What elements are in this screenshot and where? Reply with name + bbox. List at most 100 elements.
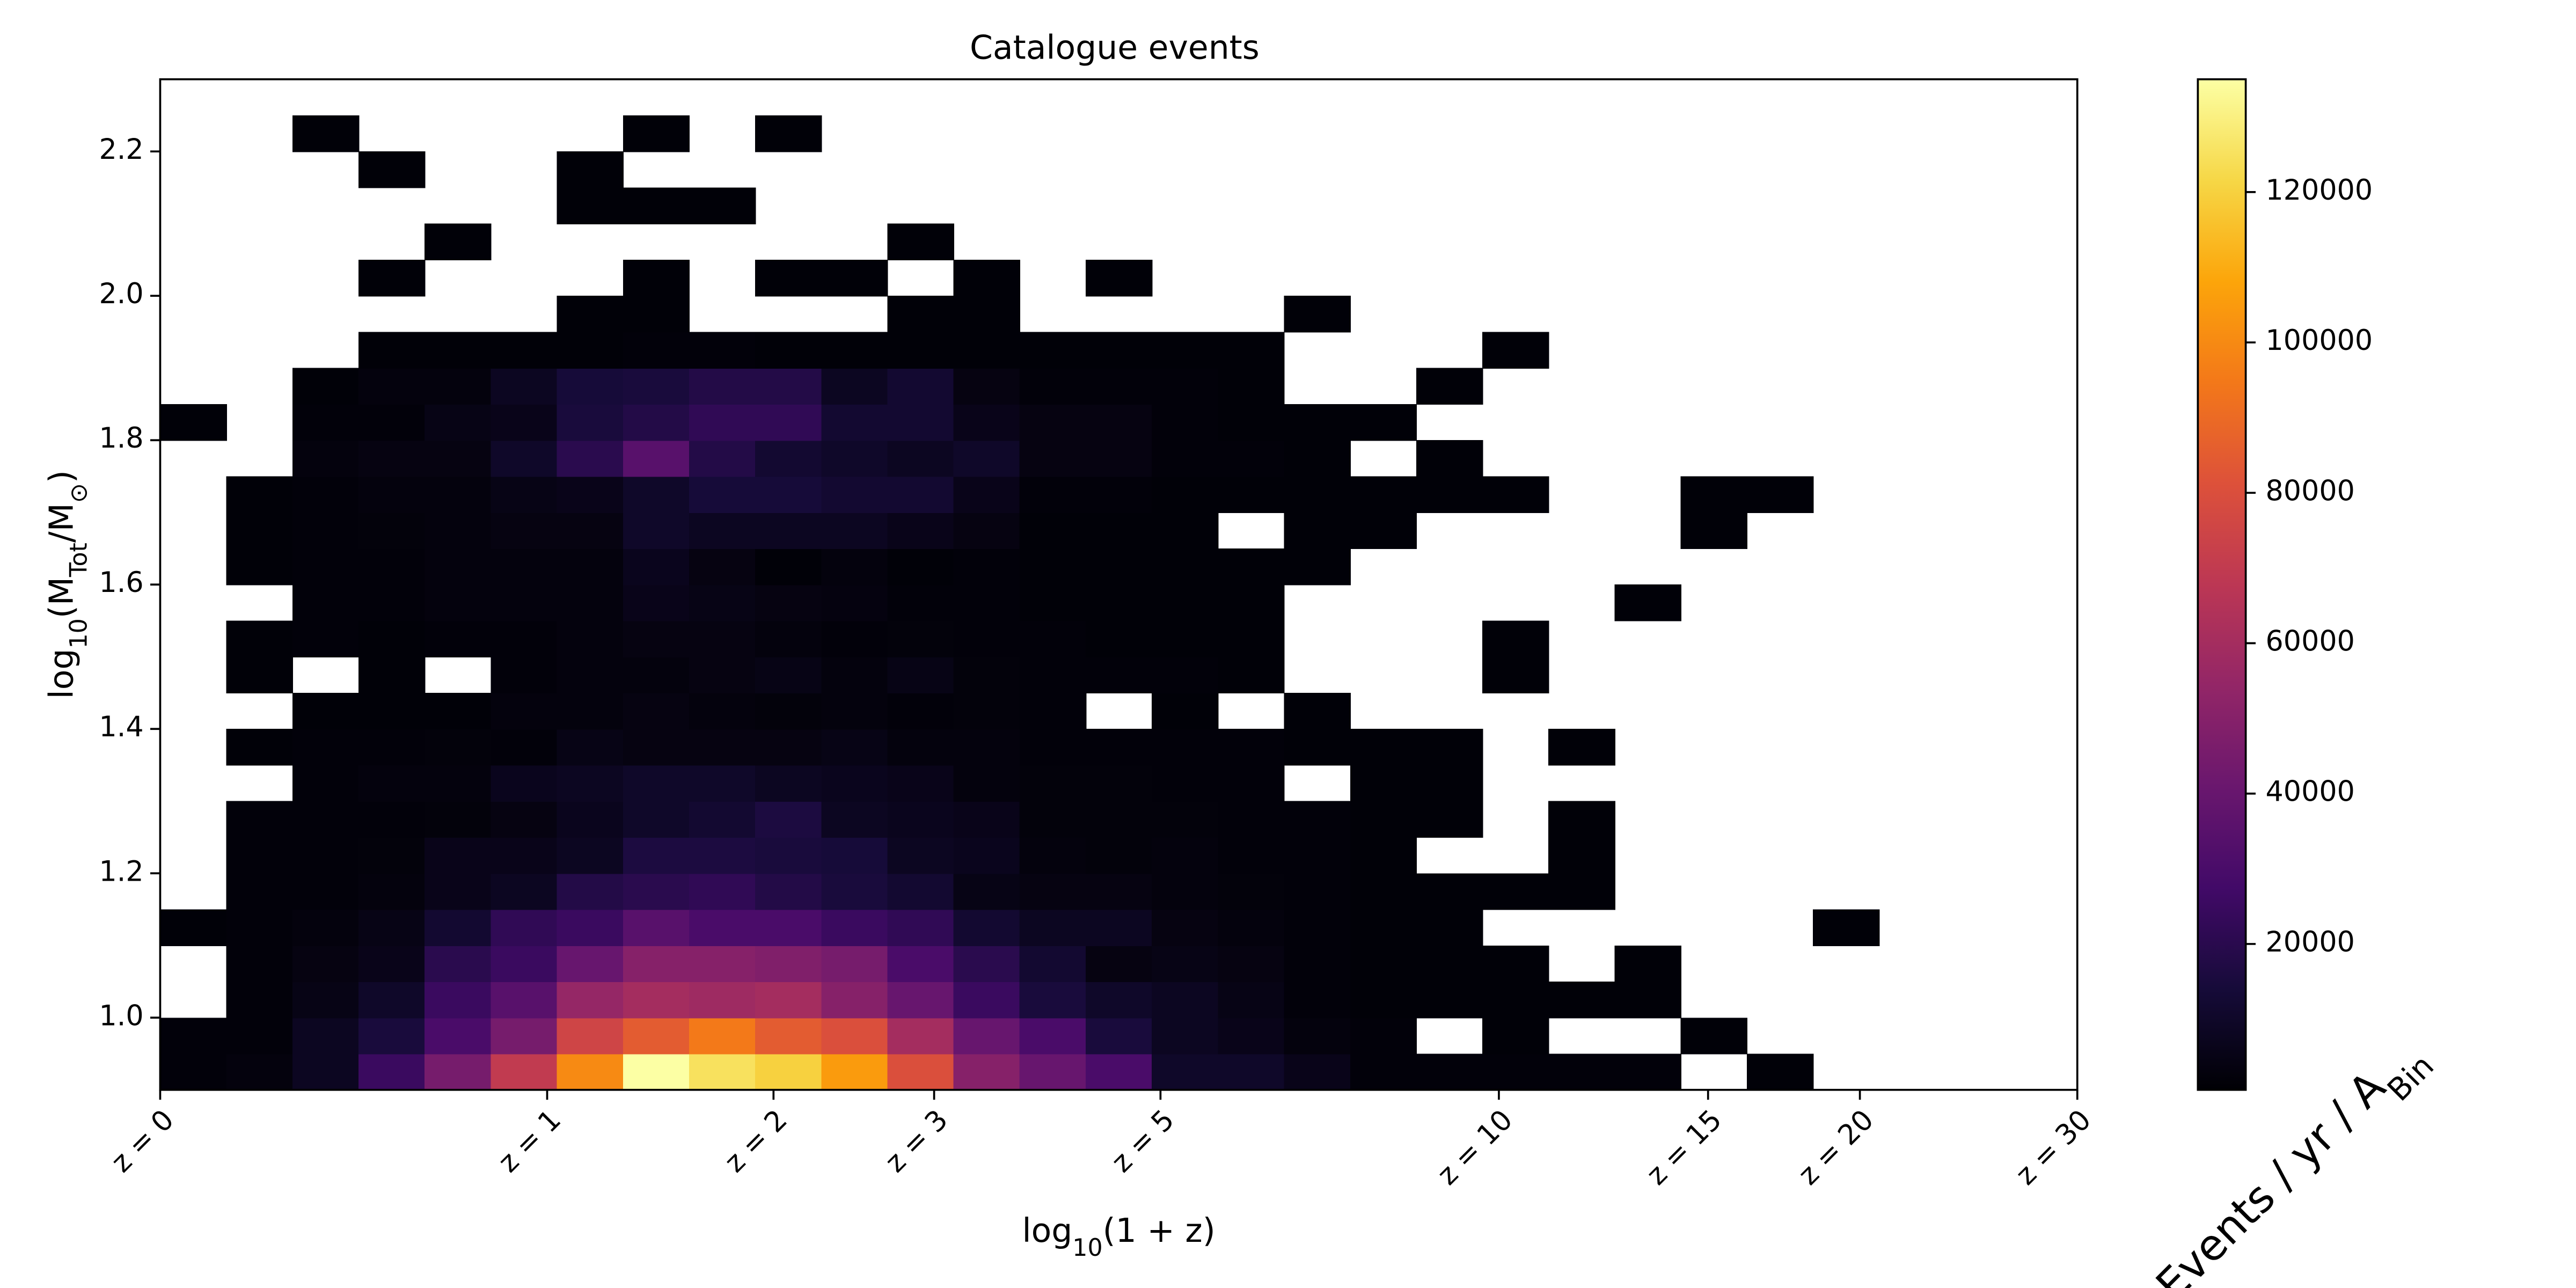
heatmap-cell: [226, 729, 294, 766]
heatmap-cell: [226, 837, 294, 874]
heatmap-cell: [623, 945, 690, 983]
heatmap-cell: [623, 476, 690, 513]
heatmap-cell: [491, 801, 558, 838]
heatmap-cell: [887, 1018, 954, 1055]
y-tick-label: 1.8: [99, 422, 144, 455]
heatmap-cell: [887, 332, 954, 369]
y-axis-label-part: 10: [65, 618, 92, 648]
heatmap-cell: [557, 945, 624, 983]
heatmap-cell: [358, 837, 426, 874]
heatmap-cell: [425, 692, 492, 730]
heatmap-cell: [491, 548, 558, 586]
heatmap-cell: [953, 296, 1020, 333]
heatmap-cell: [1152, 368, 1219, 405]
heatmap-cell: [821, 692, 888, 730]
heatmap-cell: [1482, 873, 1549, 910]
heatmap-cell: [425, 837, 492, 874]
heatmap-cell: [425, 223, 492, 261]
heatmap-cell: [491, 332, 558, 369]
heatmap-cell: [623, 1018, 690, 1055]
heatmap-cell: [1416, 801, 1483, 838]
heatmap-cell: [557, 1018, 624, 1055]
heatmap-cell: [1218, 1053, 1285, 1091]
heatmap-cell: [821, 584, 888, 621]
heatmap-cell: [1416, 1053, 1483, 1091]
heatmap-cell: [1019, 476, 1087, 513]
heatmap-cell: [358, 404, 426, 441]
heatmap-cell: [623, 656, 690, 694]
heatmap-cell: [358, 873, 426, 910]
heatmap-cell: [557, 151, 624, 188]
heatmap-cell: [1152, 584, 1219, 621]
heatmap-cell: [358, 368, 426, 405]
y-axis-label-part: /M: [42, 503, 80, 543]
heatmap-cell: [1746, 1053, 1814, 1091]
heatmap-cell: [689, 729, 756, 766]
heatmap-cell: [887, 548, 954, 586]
heatmap-cell: [1086, 909, 1153, 946]
heatmap-cell: [887, 801, 954, 838]
heatmap-cell: [557, 765, 624, 802]
heatmap-cell: [1218, 729, 1285, 766]
heatmap-cell: [689, 187, 756, 224]
heatmap-cell: [557, 801, 624, 838]
heatmap-cell: [1350, 729, 1417, 766]
heatmap-cell: [491, 765, 558, 802]
heatmap-cell: [755, 837, 822, 874]
heatmap-cell: [1152, 873, 1219, 910]
heatmap-cell: [292, 368, 360, 405]
heatmap-cell: [226, 620, 294, 657]
heatmap-cell: [689, 873, 756, 910]
heatmap-cell: [1218, 945, 1285, 983]
heatmap-cell: [1019, 368, 1087, 405]
heatmap-cell: [292, 909, 360, 946]
heatmap-cell: [1614, 982, 1681, 1019]
heatmap-cell: [1019, 404, 1087, 441]
y-axis-label-part: ⊙: [65, 483, 92, 503]
heatmap-cell: [821, 259, 888, 297]
heatmap-cell: [755, 440, 822, 477]
heatmap-cell: [1284, 729, 1351, 766]
heatmap-cell: [226, 656, 294, 694]
heatmap-cell: [491, 729, 558, 766]
heatmap-cell: [1482, 945, 1549, 983]
heatmap-cell: [358, 765, 426, 802]
y-axis-label-part: (M: [42, 577, 80, 618]
heatmap-cell: [821, 765, 888, 802]
heatmap-cell: [953, 729, 1020, 766]
heatmap-cell: [1086, 548, 1153, 586]
heatmap-cell: [1218, 873, 1285, 910]
heatmap-cell: [491, 692, 558, 730]
heatmap-cell: [1086, 1053, 1153, 1091]
heatmap-cell: [821, 982, 888, 1019]
x-axis-label-part: 10: [1072, 1234, 1102, 1261]
heatmap-cell: [1086, 801, 1153, 838]
heatmap-cell: [1284, 1053, 1351, 1091]
heatmap-cell: [491, 982, 558, 1019]
heatmap-cell: [491, 512, 558, 550]
heatmap-cell: [821, 945, 888, 983]
heatmap-cell: [292, 476, 360, 513]
heatmap-cell: [1548, 1053, 1615, 1091]
heatmap-cell: [953, 692, 1020, 730]
heatmap-cell: [755, 620, 822, 657]
chart-title: Catalogue events: [970, 28, 1260, 67]
heatmap-cell: [1350, 909, 1417, 946]
heatmap-cell: [557, 476, 624, 513]
heatmap-cell: [1152, 692, 1219, 730]
colorbar-tick-label: 120000: [2266, 174, 2373, 207]
heatmap-cell: [1086, 368, 1153, 405]
heatmap-cell: [491, 945, 558, 983]
heatmap-cell: [1152, 909, 1219, 946]
heatmap-cell: [887, 440, 954, 477]
heatmap-cell: [887, 584, 954, 621]
heatmap-cell: [821, 801, 888, 838]
y-axis-label-part: log: [42, 649, 80, 699]
heatmap-cell: [755, 656, 822, 694]
heatmap-cell: [491, 837, 558, 874]
heatmap-cell: [1614, 1053, 1681, 1091]
heatmap-cell: [1350, 801, 1417, 838]
heatmap-cell: [689, 440, 756, 477]
heatmap-cell: [491, 656, 558, 694]
heatmap-cell: [1152, 656, 1219, 694]
